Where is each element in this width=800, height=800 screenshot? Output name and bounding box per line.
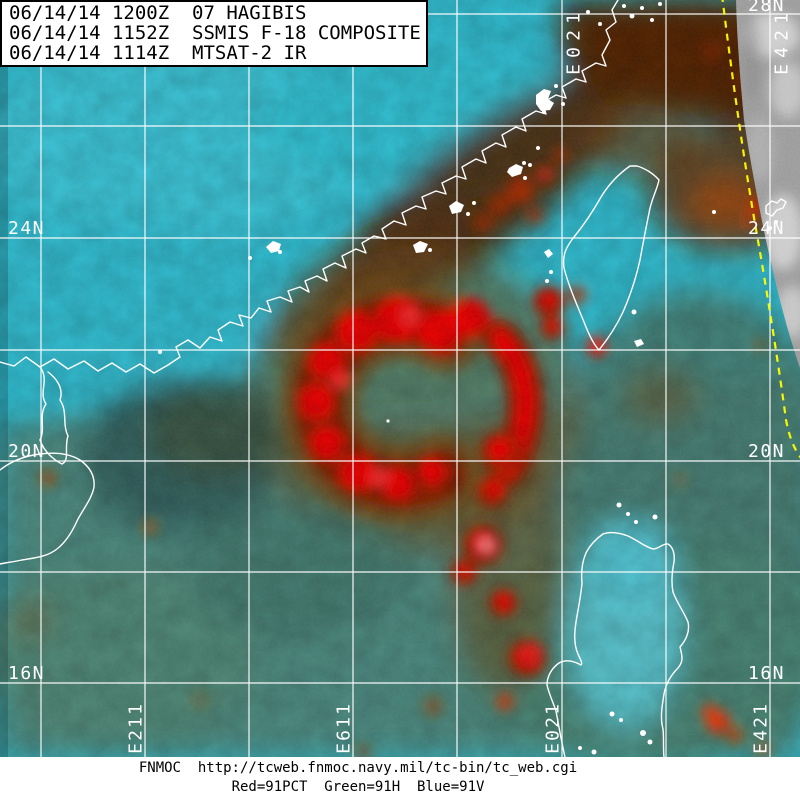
footer-legend-line: Red=91PCT Green=91H Blue=91V [231,779,485,795]
title-line-1: 06/14/14 1200Z 07 HAGIBIS [9,2,307,24]
satellite-image [0,0,800,757]
footer-url-line: FNMOC http://tcweb.fnmoc.navy.mil/tc-bin… [138,760,578,776]
grain-texture [0,0,800,757]
left-edge-shade [0,0,8,757]
swath-edge-line [721,0,800,459]
footer-credit: FNMOC http://tcweb.fnmoc.navy.mil/tc-bin… [0,757,800,800]
coastlines [0,0,787,757]
title-line-3: 06/14/14 1114Z MTSAT-2 IR [9,42,307,64]
title-line-2: 06/14/14 1152Z SSMIS F-18 COMPOSITE [9,22,421,44]
product-title-box: 06/14/14 1200Z 07 HAGIBIS 06/14/14 1152Z… [0,0,428,67]
